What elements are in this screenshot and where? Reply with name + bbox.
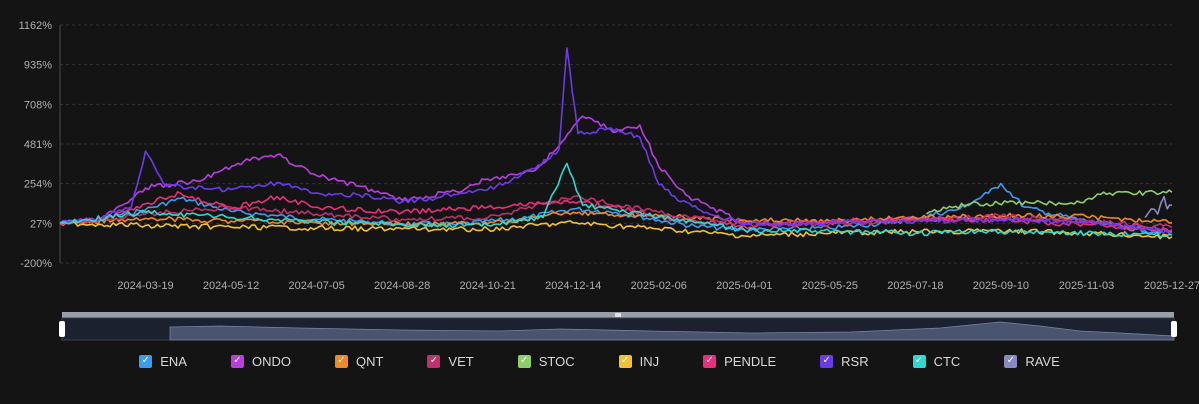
legend-label: INJ xyxy=(639,353,660,369)
y-tick-label: 1162% xyxy=(19,20,53,32)
zoom-preview-area xyxy=(169,321,1175,341)
x-tick-label: 2024-10-21 xyxy=(460,280,516,292)
legend-item-stoc[interactable]: ✓ STOC xyxy=(517,353,575,369)
x-tick-label: 2024-12-14 xyxy=(545,280,601,292)
checkbox-checked-icon[interactable]: ✓ xyxy=(334,354,348,368)
y-tick-label: 27% xyxy=(30,218,52,230)
series-lines xyxy=(59,47,1173,240)
legend-label: VET xyxy=(448,353,474,369)
legend-item-rsr[interactable]: ✓ RSR xyxy=(820,353,869,369)
legend-item-ena[interactable]: ✓ ENA xyxy=(139,354,187,369)
series-line-stoc xyxy=(925,189,1173,215)
legend-item-pendle[interactable]: ✓ PENDLE xyxy=(703,354,776,369)
series-line-ena xyxy=(59,182,1173,234)
x-tick-label: 2024-07-05 xyxy=(288,280,344,292)
y-axis: 1162% 935% 708% 481% 254% 27% -200% xyxy=(19,20,61,270)
x-tick-label: 2024-05-12 xyxy=(203,280,259,292)
zoom-handle-right[interactable] xyxy=(1171,321,1177,337)
series-line-ctc xyxy=(59,162,1173,238)
legend-label: CTC xyxy=(933,353,961,369)
checkbox-checked-icon[interactable]: ✓ xyxy=(618,354,632,368)
y-tick-label: 935% xyxy=(24,60,52,72)
checkbox-checked-icon[interactable]: ✓ xyxy=(912,354,926,368)
legend-item-rave[interactable]: ✓ RAVE xyxy=(1004,353,1060,369)
legend-label: STOC xyxy=(538,353,575,369)
grid-lines xyxy=(60,24,1172,264)
legend-label: RAVE xyxy=(1025,353,1060,369)
checkbox-checked-icon[interactable]: ✓ xyxy=(820,354,834,368)
legend-item-ondo[interactable]: ✓ ONDO xyxy=(230,353,291,369)
legend-item-inj[interactable]: ✓ INJ xyxy=(618,353,660,369)
checkbox-checked-icon[interactable]: ✓ xyxy=(230,354,244,368)
legend-label: RSR xyxy=(841,353,869,369)
checkbox-checked-icon[interactable]: ✓ xyxy=(517,354,531,368)
zoom-grip-icon[interactable] xyxy=(615,313,621,317)
checkbox-checked-icon[interactable]: ✓ xyxy=(703,354,717,368)
x-tick-label: 2025-11-03 xyxy=(1059,280,1114,292)
series-line-rsr xyxy=(59,47,1173,235)
zoom-handle-left[interactable] xyxy=(59,321,65,337)
x-tick-label: 2024-08-28 xyxy=(374,280,430,292)
legend-item-vet[interactable]: ✓ VET xyxy=(427,353,474,369)
checkbox-checked-icon[interactable]: ✓ xyxy=(1004,354,1018,368)
legend-label: ENA xyxy=(160,353,187,369)
series-line-qnt xyxy=(59,210,1173,227)
checkbox-checked-icon[interactable]: ✓ xyxy=(139,354,153,368)
legend-label: PENDLE xyxy=(724,353,777,369)
checkbox-checked-icon[interactable]: ✓ xyxy=(427,354,441,368)
series-line-vet xyxy=(59,195,1173,229)
x-tick-label: 2025-05-25 xyxy=(802,280,858,292)
legend: ✓ ENA ✓ ONDO ✓ QNT ✓ VET ✓ STOC ✓ INJ ✓ PENDLE ✓ RSR ✓ CT… xyxy=(0,350,1199,372)
y-tick-label: 481% xyxy=(24,139,52,151)
y-tick-label: 254% xyxy=(24,179,52,191)
series-line-rave xyxy=(1144,195,1173,219)
x-tick-label: 2025-07-18 xyxy=(887,280,943,292)
legend-label: ONDO xyxy=(251,353,291,369)
series-line-inj xyxy=(59,220,1173,240)
x-tick-label: 2024-03-19 xyxy=(117,280,173,292)
y-tick-label: 708% xyxy=(24,99,52,111)
legend-item-qnt[interactable]: ✓ QNT xyxy=(334,353,384,369)
legend-item-ctc[interactable]: ✓ CTC xyxy=(912,353,961,369)
legend-label: QNT xyxy=(355,353,384,369)
x-tick-label: 2025-12-27 xyxy=(1144,280,1199,292)
y-tick-label: -200% xyxy=(20,258,52,270)
x-tick-label: 2025-02-06 xyxy=(631,280,687,292)
series-line-ondo xyxy=(59,115,1173,233)
x-tick-label: 2025-09-10 xyxy=(973,280,1029,292)
x-tick-label: 2025-04-01 xyxy=(716,280,772,292)
x-axis: 2024-03-19 2024-05-12 2024-07-05 2024-08-28… xyxy=(117,280,1199,292)
data-zoom-slider[interactable] xyxy=(59,312,1177,341)
